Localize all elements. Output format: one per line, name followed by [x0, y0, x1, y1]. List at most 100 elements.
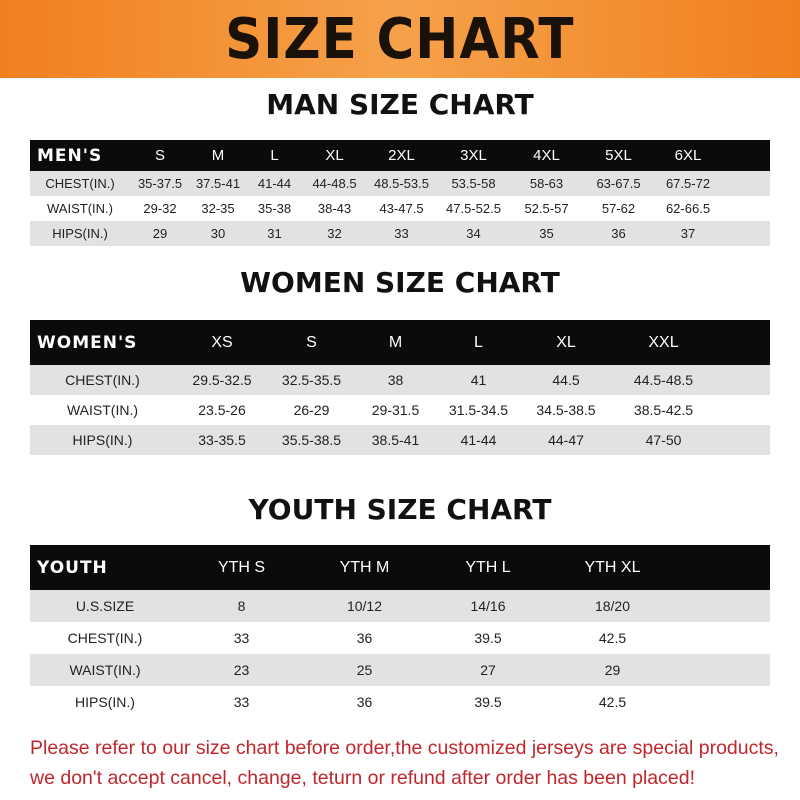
table-cell: 47-50	[645, 432, 682, 448]
table-cell: 29-31.5	[371, 402, 420, 418]
table-cell: 37	[680, 226, 696, 241]
men-size-table: MEN'S S M L XL 2XL 3XL 4XL 5XL 6XL CHEST(IN.) 35-37…	[30, 140, 770, 246]
table-cell: 33	[233, 694, 250, 710]
table-cell: 67.5-72	[665, 176, 711, 191]
table-cell: 48.5-53.5	[374, 176, 429, 191]
table-cell: 29	[152, 226, 168, 241]
row-label: HIPS(IN.)	[52, 226, 108, 241]
table-cell: 41-44	[257, 176, 292, 191]
table-cell: 52.5-57	[524, 201, 569, 216]
row-label: YOUTH	[37, 557, 108, 578]
table-row: CHEST(IN.) 29.5-32.5 32.5-35.5 38 41 44.5 44.5…	[30, 365, 770, 395]
table-cell: YTH S	[217, 558, 266, 576]
table-cell: XL	[325, 147, 344, 164]
row-label: U.S.SIZE	[75, 598, 135, 614]
table-cell: 42.5	[598, 630, 627, 646]
table-row: U.S.SIZE 8 10/12 14/16 18/20	[30, 590, 770, 622]
table-cell: 36	[611, 226, 626, 241]
table-cell: YTH L	[465, 558, 511, 576]
table-row: HIPS(IN.) 29 30 31 32 33 34 35 36 37	[30, 221, 770, 246]
table-cell: 44.5-48.5	[633, 372, 694, 388]
table-cell: S	[306, 333, 317, 351]
table-cell: 36	[356, 630, 373, 646]
table-cell: 35.5-38.5	[281, 432, 342, 448]
table-cell: 39.5	[474, 694, 502, 710]
table-cell: 32.5-35.5	[281, 372, 342, 388]
table-cell: 57-62	[601, 201, 636, 216]
row-label: WAIST(IN.)	[47, 201, 113, 216]
table-cell: XS	[211, 333, 233, 351]
table-cell: 30	[210, 226, 226, 241]
table-cell: M	[388, 333, 403, 351]
table-cell: 31.5-34.5	[448, 402, 509, 418]
table-cell: 53.5-58	[451, 176, 496, 191]
table-cell: 31	[267, 226, 282, 241]
table-cell: 37.5-41	[195, 176, 241, 191]
row-label: CHEST(IN.)	[45, 176, 115, 191]
table-cell: 44-47	[548, 432, 584, 448]
table-cell: 36	[356, 694, 373, 710]
table-cell: 41	[470, 372, 487, 388]
table-cell: 33-35.5	[198, 432, 246, 448]
table-cell: L	[474, 333, 483, 351]
table-cell: M	[211, 147, 225, 164]
table-header-row: YOUTH YTH S YTH M YTH L YTH XL	[30, 545, 770, 590]
table-cell: S	[154, 147, 165, 164]
youth-chart-title: YOUTH SIZE CHART	[248, 493, 552, 526]
table-cell: 33	[394, 226, 409, 241]
table-cell: XXL	[648, 333, 679, 351]
table-cell: 38-43	[317, 201, 352, 216]
table-row: HIPS(IN.) 33 36 39.5 42.5	[30, 686, 770, 718]
table-cell: 33	[233, 630, 250, 646]
table-cell: 10/12	[346, 598, 383, 614]
women-chart-title: WOMEN SIZE CHART	[240, 266, 560, 299]
banner-title: SIZE CHART	[225, 6, 575, 72]
table-cell: L	[270, 147, 279, 164]
table-cell: 34.5-38.5	[536, 402, 596, 418]
row-label: WOMEN'S	[37, 332, 138, 353]
table-cell: 32	[327, 226, 342, 241]
table-cell: 38	[387, 372, 404, 388]
table-cell: 62-66.5	[665, 201, 711, 216]
table-cell: 29	[604, 662, 621, 678]
order-notice: Please refer to our size chart before or…	[30, 733, 790, 793]
notice-line-1: Please refer to our size chart before or…	[30, 737, 779, 759]
size-chart-banner: SIZE CHART	[0, 0, 800, 78]
table-row: HIPS(IN.) 33-35.5 35.5-38.5 38.5-41 41-44 44-…	[30, 425, 770, 455]
table-row: CHEST(IN.) 35-37.5 37.5-41 41-44 44-48.5 48.5…	[30, 171, 770, 196]
table-header-row: WOMEN'S XS S M L XL XXL	[30, 320, 770, 365]
table-row: CHEST(IN.) 33 36 39.5 42.5	[30, 622, 770, 654]
table-cell: 35-37.5	[137, 176, 183, 191]
table-cell: 3XL	[460, 147, 487, 164]
row-label: MEN'S	[37, 145, 103, 166]
table-cell: 44-48.5	[312, 176, 357, 191]
table-cell: 41-44	[460, 432, 497, 448]
table-cell: YTH M	[339, 558, 390, 576]
women-size-table: WOMEN'S XS S M L XL XXL CHEST(IN.) 29.5-32.5 32.5…	[30, 320, 770, 455]
table-cell: 4XL	[533, 147, 560, 164]
table-cell: 27	[480, 662, 496, 678]
row-label: CHEST(IN.)	[67, 630, 143, 646]
row-label: HIPS(IN.)	[75, 694, 135, 710]
table-cell: 47.5-52.5	[446, 201, 501, 216]
table-cell: 25	[356, 662, 373, 678]
table-cell: 29-32	[143, 201, 177, 216]
table-cell: 18/20	[594, 598, 631, 614]
men-chart-title: MAN SIZE CHART	[266, 88, 534, 121]
row-label: WAIST(IN.)	[66, 402, 139, 418]
row-label: HIPS(IN.)	[72, 432, 133, 448]
notice-line-2: we don't accept cancel, change, teturn o…	[30, 767, 695, 789]
table-cell: 26-29	[293, 402, 330, 418]
table-cell: 43-47.5	[379, 201, 424, 216]
table-cell: 58-63	[529, 176, 564, 191]
table-cell: XL	[556, 333, 576, 351]
table-cell: 23.5-26	[198, 402, 246, 418]
table-cell: 8	[237, 598, 246, 614]
row-label: WAIST(IN.)	[69, 662, 141, 678]
table-cell: 23	[233, 662, 250, 678]
table-cell: 32-35	[201, 201, 235, 216]
table-row: WAIST(IN.) 23.5-26 26-29 29-31.5 31.5-34.5 34…	[30, 395, 770, 425]
table-cell: YTH XL	[584, 558, 641, 576]
table-cell: 38.5-42.5	[633, 402, 694, 418]
table-row: WAIST(IN.) 23 25 27 29	[30, 654, 770, 686]
